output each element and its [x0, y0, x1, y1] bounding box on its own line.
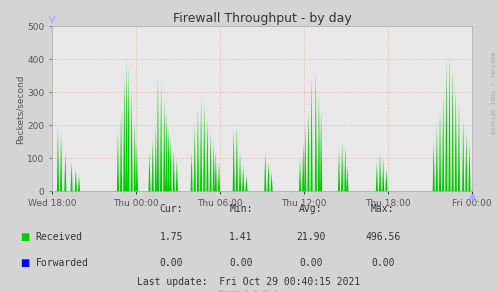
- Y-axis label: Packets/second: Packets/second: [15, 74, 24, 144]
- Text: 496.56: 496.56: [365, 232, 400, 241]
- Text: Avg:: Avg:: [299, 204, 323, 214]
- Text: 0.00: 0.00: [229, 258, 253, 268]
- Text: 0.00: 0.00: [160, 258, 183, 268]
- Text: 0.00: 0.00: [299, 258, 323, 268]
- Text: 1.41: 1.41: [229, 232, 253, 241]
- Text: Cur:: Cur:: [160, 204, 183, 214]
- Title: Firewall Throughput - by day: Firewall Throughput - by day: [173, 12, 351, 25]
- Text: ■: ■: [20, 258, 29, 268]
- Text: Received: Received: [36, 232, 83, 241]
- Text: 21.90: 21.90: [296, 232, 326, 241]
- Text: Last update:  Fri Oct 29 00:40:15 2021: Last update: Fri Oct 29 00:40:15 2021: [137, 277, 360, 287]
- Text: Min:: Min:: [229, 204, 253, 214]
- Text: Forwarded: Forwarded: [36, 258, 88, 268]
- Text: 0.00: 0.00: [371, 258, 395, 268]
- Text: Max:: Max:: [371, 204, 395, 214]
- Text: ■: ■: [20, 232, 29, 241]
- Text: RRDTOOL / TOBI OETIKER: RRDTOOL / TOBI OETIKER: [490, 52, 495, 135]
- Text: 1.75: 1.75: [160, 232, 183, 241]
- Text: Munin 2.0.33-1: Munin 2.0.33-1: [219, 291, 278, 292]
